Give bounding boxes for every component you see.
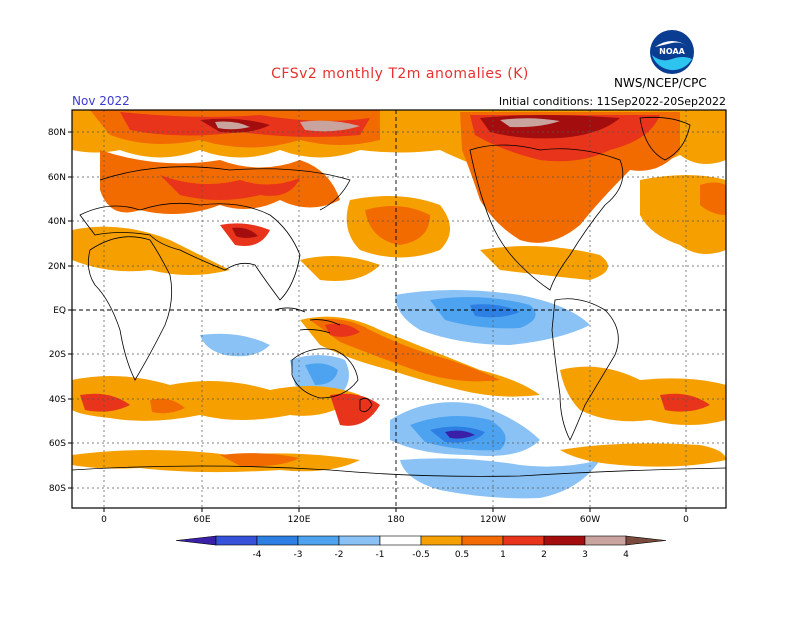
colorbar-label: 3 (582, 550, 588, 560)
colorbar-label: -4 (253, 550, 262, 560)
coastlines (72, 116, 726, 477)
colorbar-swatch (338, 535, 381, 546)
colorbar-swatch (543, 535, 586, 546)
lat-label: 60S (49, 439, 66, 449)
noaa-logo-icon: NOAA (650, 30, 694, 74)
colorbar: -4 -3 -2 -1 -0.5 0.5 1 2 3 4 (175, 535, 667, 560)
colorbar-label: -1 (376, 550, 385, 560)
colorbar-label: 1 (500, 550, 506, 560)
lat-label: 20N (48, 262, 66, 272)
lon-axis: 0 60E 120E 180 120W 60W 0 (101, 508, 689, 525)
map-title: CFSv2 monthly T2m anomalies (K) (271, 66, 529, 82)
colorbar-swatch (420, 535, 463, 546)
lat-label: 40N (48, 217, 66, 227)
agency-label: NWS/NCEP/CPC (614, 76, 707, 90)
lon-label: 120E (288, 515, 311, 525)
forecast-period: Nov 2022 (72, 94, 130, 108)
colorbar-swatch (297, 535, 340, 546)
colorbar-label: 2 (541, 550, 547, 560)
initial-conditions: Initial conditions: 11Sep2022-20Sep2022 (498, 95, 726, 108)
lat-label: 60N (48, 173, 66, 183)
colorbar-max-arrow (625, 535, 667, 546)
graticule (72, 110, 726, 508)
colorbar-swatch (461, 535, 504, 546)
lon-label: 60W (580, 515, 600, 525)
colorbar-swatch (215, 535, 258, 546)
reference-lines (72, 110, 726, 508)
lat-label: 80N (48, 128, 66, 138)
anomaly-field (72, 110, 726, 508)
colorbar-label: 0.5 (455, 550, 469, 560)
colorbar-label: -2 (335, 550, 344, 560)
lat-label: EQ (53, 306, 66, 316)
lat-label: 80S (49, 484, 66, 494)
lon-label: 0 (101, 515, 107, 525)
lon-label: 60E (193, 515, 210, 525)
colorbar-swatch (256, 535, 299, 546)
lat-axis: 80N 60N 40N 20N EQ 20S 40S 60S 80S (48, 128, 72, 494)
colorbar-min-arrow (175, 535, 217, 546)
colorbar-swatch (379, 535, 422, 546)
lat-label: 20S (49, 350, 66, 360)
map-frame (71, 109, 727, 509)
lat-label: 40S (49, 395, 66, 405)
lon-label: 120W (480, 515, 506, 525)
svg-text:NOAA: NOAA (659, 47, 685, 56)
colorbar-label: 4 (623, 550, 629, 560)
colorbar-label: -3 (294, 550, 303, 560)
lon-label: 180 (387, 515, 404, 525)
lon-label: 0 (683, 515, 689, 525)
colorbar-swatch (502, 535, 545, 546)
colorbar-label: -0.5 (412, 550, 430, 560)
colorbar-swatch (584, 535, 627, 546)
